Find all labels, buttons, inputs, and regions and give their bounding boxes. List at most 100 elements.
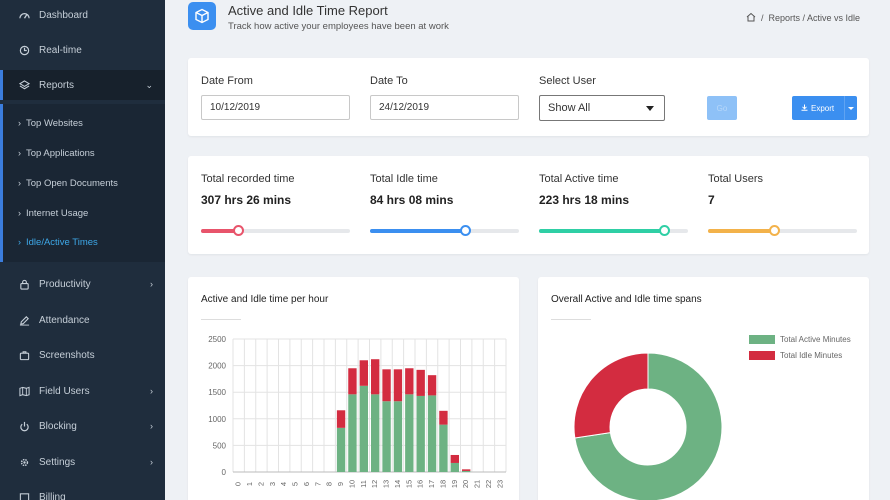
sidebar-item-label: Real-time <box>39 44 82 56</box>
sidebar-subitem-internet-usage[interactable]: › Internet Usage <box>18 207 89 219</box>
date-to-input[interactable] <box>370 95 519 120</box>
y-tick-label: 2500 <box>208 335 226 344</box>
donut-chart-title: Overall Active and Idle time spans <box>551 294 702 305</box>
donut-slice-active[interactable] <box>574 352 723 500</box>
sidebar-subitem-top-websites[interactable]: › Top Websites <box>18 117 83 129</box>
bar-idle-16 <box>416 369 425 396</box>
x-tick-label: 2 <box>256 482 265 486</box>
layers-icon <box>18 79 30 91</box>
bar-active-16 <box>416 395 425 472</box>
sidebar: Dashboard Real-time Reports ⌄ › Top Websi… <box>0 0 165 500</box>
sidebar-item-label: Blocking <box>39 420 77 432</box>
bar-active-15 <box>405 394 414 472</box>
home-icon[interactable] <box>746 12 756 24</box>
reports-submenu: › Top Websites › Top Applications › Top Ope… <box>0 104 165 262</box>
cube-icon <box>188 2 216 30</box>
stat-progress-fill <box>370 229 466 233</box>
title-underline <box>201 319 241 320</box>
y-tick-label: 2000 <box>208 362 226 371</box>
bar-idle-19 <box>450 454 459 463</box>
sidebar-subitem-top-open-documents[interactable]: › Top Open Documents <box>18 177 118 189</box>
sidebar-item-label: Field Users <box>39 385 90 397</box>
stat-value: 84 hrs 08 mins <box>370 193 454 207</box>
bar-idle-13 <box>382 369 391 402</box>
billing-icon <box>18 491 30 500</box>
legend-item[interactable]: Total Idle Minutes <box>749 351 842 360</box>
bar-active-18 <box>439 424 448 472</box>
sidebar-item-label: Productivity <box>39 278 91 290</box>
sidebar-item-blocking[interactable]: Blocking › <box>0 411 165 441</box>
stat-progress-fill <box>708 229 774 233</box>
gear-icon <box>18 456 30 468</box>
chevron-right-icon: › <box>150 457 153 467</box>
bar-idle-9 <box>336 410 346 428</box>
x-tick-label: 11 <box>359 480 368 488</box>
legend-item[interactable]: Total Active Minutes <box>749 335 851 344</box>
sidebar-item-field-users[interactable]: Field Users › <box>0 376 165 406</box>
dashboard-icon <box>18 9 30 21</box>
sidebar-item-dashboard[interactable]: Dashboard <box>0 0 165 30</box>
stat-value: 223 hrs 18 mins <box>539 193 630 207</box>
filter-card: Date From Date To Select User Show All G… <box>188 58 869 136</box>
bar-chart-card: Active and Idle time per hour 0 500 1000 15… <box>188 277 519 500</box>
page-subtitle: Track how active your employees have bee… <box>228 21 449 32</box>
stat-progress-bar <box>539 225 688 236</box>
legend-label: Total Active Minutes <box>780 335 851 344</box>
sidebar-item-label: Screenshots <box>39 349 95 361</box>
export-button[interactable]: Export <box>792 96 857 120</box>
title-underline <box>551 319 591 320</box>
bar-idle-14 <box>393 369 403 402</box>
x-tick-label: 20 <box>461 480 470 488</box>
bar-idle-10 <box>348 368 357 395</box>
select-user-label: Select User <box>539 75 596 87</box>
sidebar-subitem-top-applications[interactable]: › Top Applications <box>18 147 95 159</box>
x-tick-label: 10 <box>347 480 356 488</box>
stat-value: 7 <box>708 193 715 207</box>
sidebar-item-attendance[interactable]: Attendance <box>0 305 165 335</box>
x-tick-label: 14 <box>393 480 402 488</box>
sidebar-item-label: Settings <box>39 456 76 468</box>
stats-card: Total recorded time 307 hrs 26 mins Total … <box>188 156 869 254</box>
bar-idle-18 <box>439 410 448 425</box>
x-tick-label: 3 <box>268 482 277 486</box>
sidebar-item-screenshots[interactable]: Screenshots <box>0 340 165 370</box>
sidebar-item-label: Billing <box>39 491 66 500</box>
export-dropdown-toggle[interactable] <box>844 96 857 120</box>
x-tick-label: 15 <box>404 480 413 488</box>
breadcrumb-path[interactable]: Reports / Active vs Idle <box>768 13 860 23</box>
y-tick-label: 500 <box>213 441 227 450</box>
stat-progress-knob <box>460 225 472 236</box>
date-from-input[interactable] <box>201 95 350 120</box>
chevron-right-icon: › <box>150 386 153 396</box>
donut-chart-card: Overall Active and Idle time spans Total… <box>538 277 869 500</box>
chevron-right-icon: › <box>150 279 153 289</box>
stat-progress-fill <box>539 229 665 233</box>
sidebar-item-productivity[interactable]: Productivity › <box>0 269 165 299</box>
sidebar-item-realtime[interactable]: Real-time <box>0 35 165 65</box>
select-user-dropdown[interactable]: Show All <box>539 95 665 121</box>
sidebar-item-settings[interactable]: Settings › <box>0 447 165 477</box>
bar-active-17 <box>427 395 437 472</box>
bar-active-10 <box>348 394 357 472</box>
sidebar-item-billing[interactable]: Billing <box>0 482 165 500</box>
sidebar-subitem-idle-active-times[interactable]: › Idle/Active Times <box>18 236 98 248</box>
date-to-label: Date To <box>370 75 408 87</box>
legend-swatch <box>749 335 775 344</box>
stat-label: Total Active time <box>539 173 619 185</box>
x-tick-label: 0 <box>234 482 243 486</box>
chevron-right-icon: › <box>18 178 21 188</box>
sidebar-item-reports[interactable]: Reports ⌄ <box>0 70 165 100</box>
stat-progress-bar <box>201 225 350 236</box>
date-from-label: Date From <box>201 75 253 87</box>
go-button[interactable]: Go <box>707 96 737 120</box>
stat-value: 307 hrs 26 mins <box>201 193 292 207</box>
bar-idle-11 <box>359 360 368 386</box>
x-tick-label: 7 <box>313 482 322 486</box>
x-tick-label: 21 <box>473 480 482 488</box>
stat-progress-fill <box>201 229 239 233</box>
x-tick-label: 17 <box>427 480 436 488</box>
donut-slice-idle[interactable] <box>573 352 649 439</box>
bar-active-11 <box>359 385 368 472</box>
download-icon <box>801 104 808 113</box>
